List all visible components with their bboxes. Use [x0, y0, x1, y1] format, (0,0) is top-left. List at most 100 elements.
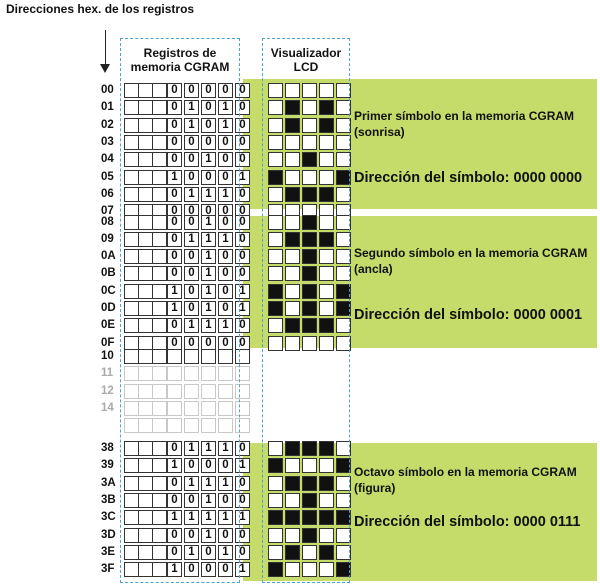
symbol-caption-line2: (figura) [354, 481, 396, 495]
register-bit: 1 [184, 318, 199, 334]
register-bit: 1 [201, 283, 216, 299]
lcd-pixel-off [285, 152, 300, 168]
lcd-pixel-off [336, 249, 351, 265]
register-bit: 0 [184, 152, 199, 168]
lcd-pixel-off [336, 475, 351, 491]
lcd-pixel-off [285, 562, 300, 578]
lcd-pixel-off [268, 544, 283, 560]
lcd-pixel-off [336, 117, 351, 133]
lcd-pixel-on [268, 458, 283, 474]
register-address: 3A [101, 476, 116, 489]
lcd-pixel-off [319, 249, 334, 265]
register-empty-cell [201, 418, 216, 434]
register-unused-bit [152, 283, 167, 299]
lcd-pixel-off [285, 283, 300, 299]
register-bit: 0 [235, 527, 250, 543]
register-bit: 0 [218, 527, 233, 543]
lcd-pixel-off [268, 100, 283, 116]
lcd-pixel-off [336, 266, 351, 282]
lcd-pixel-off [336, 441, 351, 456]
lcd-pixel-on [319, 318, 334, 334]
register-unused-bit [152, 492, 167, 508]
lcd-pixel-off [336, 83, 351, 98]
diagram-title: Direcciones hex. de los registros [6, 2, 195, 16]
lcd-pixel-off [285, 527, 300, 543]
lcd-pixel-off [336, 318, 351, 334]
register-bit: 0 [235, 266, 250, 282]
lcd-pixel-off [268, 83, 283, 98]
register-bit: 1 [235, 301, 250, 316]
lcd-pixel-off [268, 214, 283, 230]
register-bit: 1 [218, 100, 233, 116]
register-bit: 0 [218, 562, 233, 578]
symbol-caption-line1: Octavo símbolo en la memoria CGRAM [354, 465, 577, 479]
register-bit: 0 [218, 266, 233, 282]
register-empty-cell [218, 349, 233, 364]
register-empty-cell [167, 366, 182, 382]
lcd-pixel-off [268, 318, 283, 334]
register-bit: 0 [167, 231, 182, 247]
register-empty-cell [201, 366, 216, 382]
register-empty-cell [184, 418, 199, 434]
lcd-pixel-off [268, 117, 283, 133]
lcd-pixel-on [302, 318, 317, 334]
register-bit: 1 [167, 562, 182, 578]
lcd-pixel-off [319, 301, 334, 316]
register-bit: 1 [218, 318, 233, 334]
register-bit: 0 [235, 318, 250, 334]
lcd-pixel-on [302, 214, 317, 230]
register-bit: 1 [201, 152, 216, 168]
lcd-pixel-off [336, 335, 351, 351]
lcd-pixel-off [336, 544, 351, 560]
lcd-pixel-off [319, 458, 334, 474]
register-bit: 0 [167, 318, 182, 334]
register-address: 3C [101, 511, 116, 524]
register-unused-bit [152, 301, 167, 316]
register-bit: 0 [218, 458, 233, 474]
lcd-column-title: Visualizador LCD [262, 46, 350, 74]
register-bit: 0 [184, 527, 199, 543]
down-arrow-icon [100, 64, 110, 73]
lcd-pixel-on [319, 186, 334, 202]
lcd-pixel-on [268, 562, 283, 578]
register-address: 0B [101, 267, 116, 280]
register-bit: 0 [218, 249, 233, 265]
lcd-pixel-off [285, 83, 300, 98]
lcd-pixel-off [268, 441, 283, 456]
lcd-pixel-on [302, 249, 317, 265]
symbol-address-label: Dirección del símbolo: 0000 0001 [354, 307, 583, 323]
register-bit: 0 [167, 186, 182, 202]
lcd-pixel-on [285, 544, 300, 560]
register-bit: 1 [201, 492, 216, 508]
register-bit: 0 [201, 458, 216, 474]
lcd-pixel-on [336, 510, 351, 526]
lcd-pixel-on [302, 186, 317, 202]
register-bit: 1 [201, 249, 216, 265]
lcd-pixel-on [319, 475, 334, 491]
lcd-pixel-off [268, 475, 283, 491]
register-bit: 0 [235, 186, 250, 202]
register-bit: 1 [218, 186, 233, 202]
register-bit: 1 [235, 510, 250, 526]
register-address: 0C [101, 284, 116, 297]
register-bit: 0 [167, 249, 182, 265]
lcd-title-line1: Visualizador [270, 46, 342, 60]
register-address: 08 [101, 215, 114, 228]
register-address: 00 [101, 84, 114, 96]
register-address: 07 [101, 205, 114, 218]
register-empty-cell [184, 366, 199, 382]
register-unused-bit [152, 169, 167, 185]
register-address: 3E [101, 545, 116, 558]
register-bit: 1 [201, 186, 216, 202]
register-bit: 1 [201, 301, 216, 316]
register-unused-bit [152, 544, 167, 560]
register-bit: 1 [201, 527, 216, 543]
lcd-pixel-off [302, 169, 317, 185]
register-unused-bit [152, 100, 167, 116]
lcd-pixel-off [319, 152, 334, 168]
lcd-pixel-on [302, 231, 317, 247]
register-bit: 0 [235, 214, 250, 230]
register-unused-bit [152, 458, 167, 474]
register-bit: 0 [235, 475, 250, 491]
register-bit: 0 [201, 562, 216, 578]
